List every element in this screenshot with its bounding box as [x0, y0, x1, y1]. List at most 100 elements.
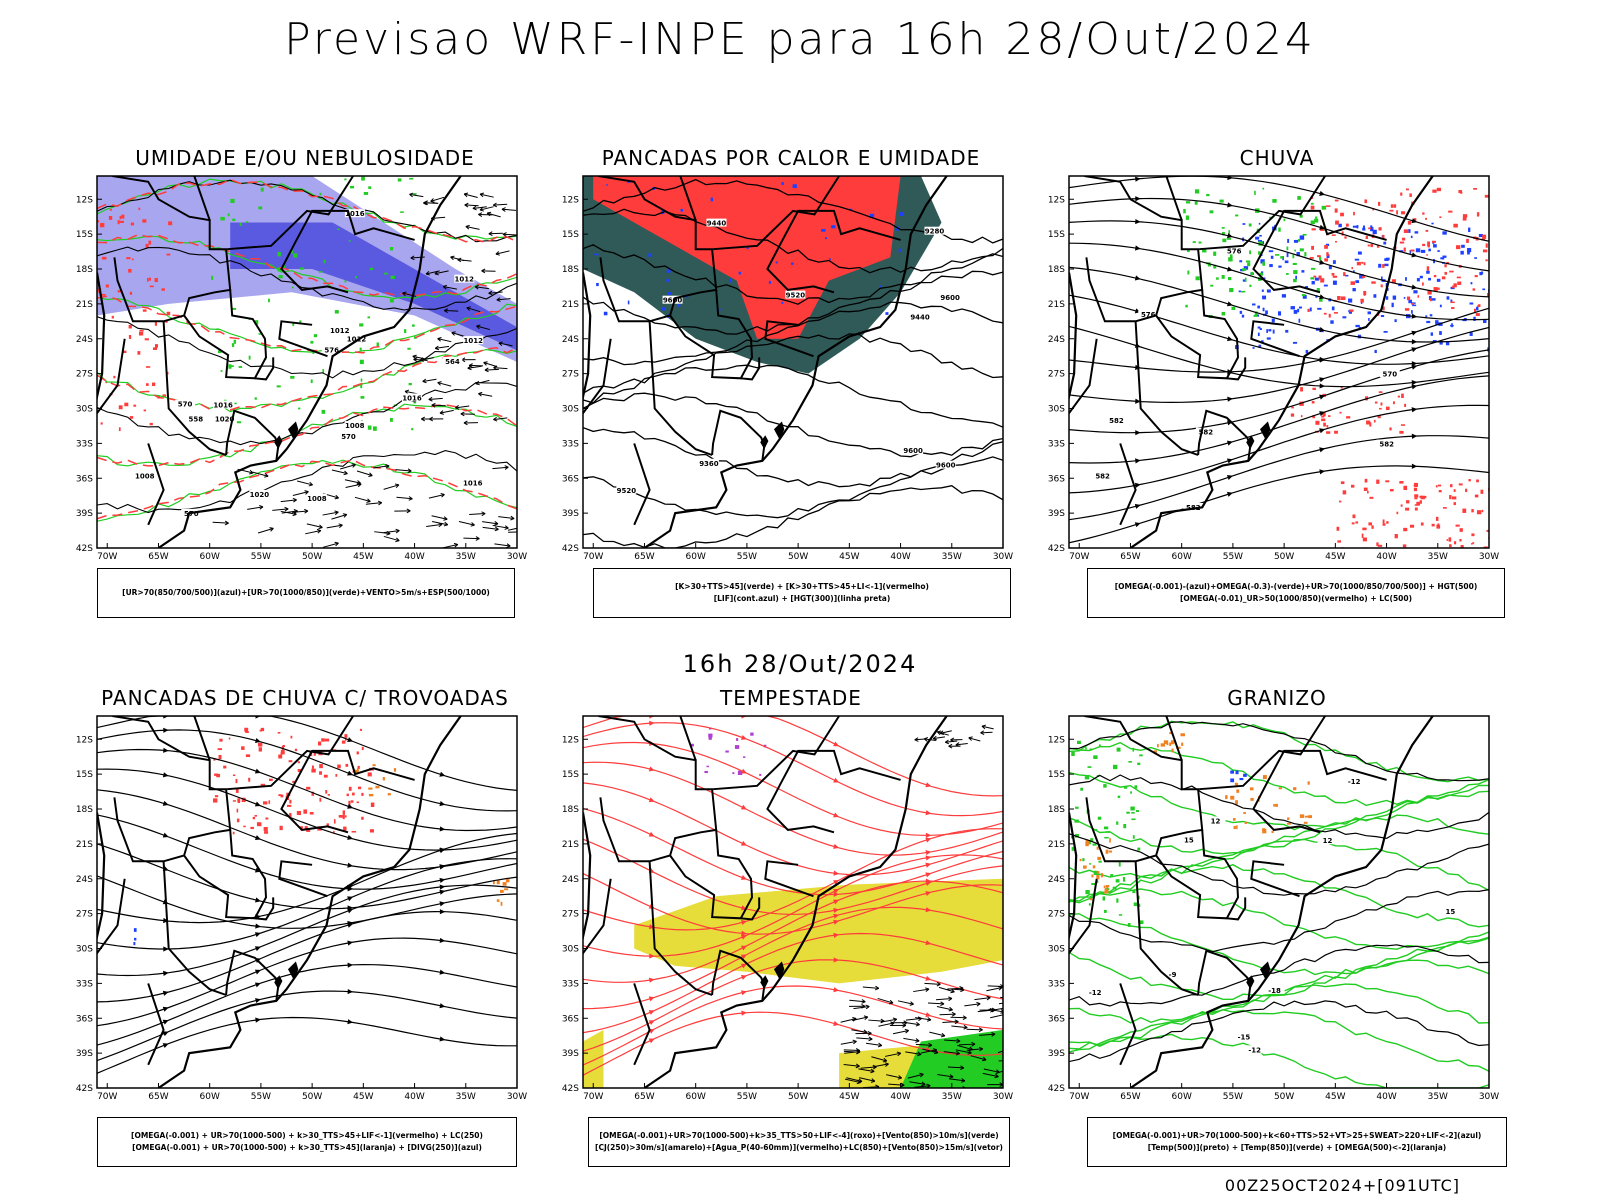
green-speckle	[293, 253, 298, 258]
omega500-orange	[1169, 742, 1172, 746]
wind-vector	[955, 743, 968, 746]
contour-line	[97, 246, 517, 311]
wind-vector	[280, 499, 297, 503]
omega-blue	[1278, 265, 1282, 268]
lagoa-mirim	[760, 975, 769, 990]
streamline	[97, 910, 517, 1003]
green-speckle	[233, 339, 237, 344]
omega-green	[1297, 239, 1301, 242]
contour-label-bg	[346, 334, 367, 343]
thunder-orange	[502, 882, 507, 886]
wind-vector	[465, 226, 480, 230]
omega-green	[1280, 256, 1284, 259]
omega500-orange	[1096, 871, 1100, 874]
contour-line	[1069, 1000, 1489, 1063]
rain-red	[1460, 544, 1464, 548]
rain-red	[1420, 495, 1425, 500]
wind-vector-head	[402, 291, 407, 297]
andes-red-speckle	[128, 335, 132, 339]
omega-blue	[1295, 275, 1298, 280]
rain-red	[1420, 522, 1424, 526]
panel-title: CHUVA	[1239, 146, 1315, 170]
thunder-red	[258, 747, 262, 752]
map-content	[583, 716, 1003, 1088]
lat-tick-label: 39S	[76, 509, 93, 519]
omega-blue	[1416, 278, 1420, 282]
streamline-arrowhead	[1411, 218, 1418, 224]
omega500-orange	[1244, 821, 1248, 824]
wind-vector	[498, 342, 513, 347]
rain-red	[1476, 510, 1482, 515]
thunder-red	[244, 727, 249, 732]
temp850-green	[1071, 847, 1076, 851]
green-speckle	[337, 228, 340, 231]
omega-blue	[1433, 259, 1436, 264]
rain-red	[1462, 508, 1467, 513]
omega-green	[1262, 261, 1265, 266]
wind-vector-head	[856, 1079, 861, 1085]
andes-red-speckle	[130, 222, 135, 226]
panel-chuva: CHUVA 582 582 582 576 576 570 582 582 12S 15S 18S 2…	[1027, 146, 1527, 626]
streamline-arrowhead	[741, 919, 747, 926]
thunder-red	[319, 771, 322, 775]
streamline-arrowhead	[648, 996, 655, 1002]
streamline	[583, 722, 1003, 817]
contour-label: -15	[1238, 1033, 1251, 1041]
thunder-red	[286, 804, 292, 807]
andes-red-speckle	[151, 382, 156, 387]
omega-blue	[1355, 324, 1360, 328]
lif-contour-blue	[746, 246, 749, 250]
rain-red	[1482, 249, 1488, 253]
lat-tick-label: 12S	[76, 735, 93, 745]
rain-red	[1448, 210, 1453, 213]
rain-red	[1436, 187, 1441, 192]
wind-vector-head	[293, 509, 298, 514]
wind-vector-head	[460, 411, 465, 417]
streamline-arrowhead	[1411, 380, 1418, 386]
streamline-arrowhead	[347, 896, 354, 902]
streamline-arrowhead	[925, 872, 932, 878]
thunder-red	[357, 786, 362, 790]
wind-vector-head	[434, 270, 439, 276]
contour-label-bg	[213, 400, 234, 409]
green-speckle	[397, 178, 402, 182]
omega-blue	[1386, 257, 1390, 261]
omega-blue	[1403, 297, 1406, 299]
rain-red	[1402, 544, 1407, 548]
contour-label-bg	[329, 326, 350, 335]
contour-line	[97, 316, 517, 379]
wind-vector-head	[443, 308, 449, 314]
omega-blue	[1266, 329, 1268, 333]
rain-red	[1413, 487, 1418, 492]
omega-blue	[1243, 266, 1249, 270]
omega-blue	[1262, 295, 1267, 300]
streamline-arrowhead	[254, 801, 261, 807]
contour-label-bg	[1244, 1045, 1265, 1054]
wind-vector	[981, 725, 994, 730]
rain-red	[1379, 407, 1382, 410]
contour-label: 1012	[455, 276, 475, 284]
lif-contour-blue	[869, 213, 875, 218]
contour-line	[583, 456, 1003, 519]
streamline-arrowhead	[649, 720, 655, 726]
streamline-arrowhead	[439, 937, 446, 943]
omega-green	[1229, 288, 1234, 293]
omega-blue	[1285, 329, 1289, 333]
streamline	[97, 814, 517, 890]
andes-red-speckle	[117, 290, 122, 293]
wind-vector-head	[868, 1036, 873, 1042]
contour-label-bg	[785, 290, 806, 299]
contour-label-bg	[454, 274, 475, 283]
rain-red	[1452, 285, 1455, 289]
wind-vector-head	[488, 231, 493, 236]
streamline-arrowhead	[925, 907, 932, 913]
temp850-green	[1118, 862, 1121, 867]
lif-contour-blue	[768, 280, 771, 284]
wind-vector-head	[968, 736, 973, 741]
andes-red-speckle	[118, 405, 123, 410]
thunder-red	[345, 763, 349, 767]
wind-vector	[475, 379, 490, 385]
wind-vector-head	[385, 463, 390, 469]
omega-green	[1292, 262, 1297, 265]
